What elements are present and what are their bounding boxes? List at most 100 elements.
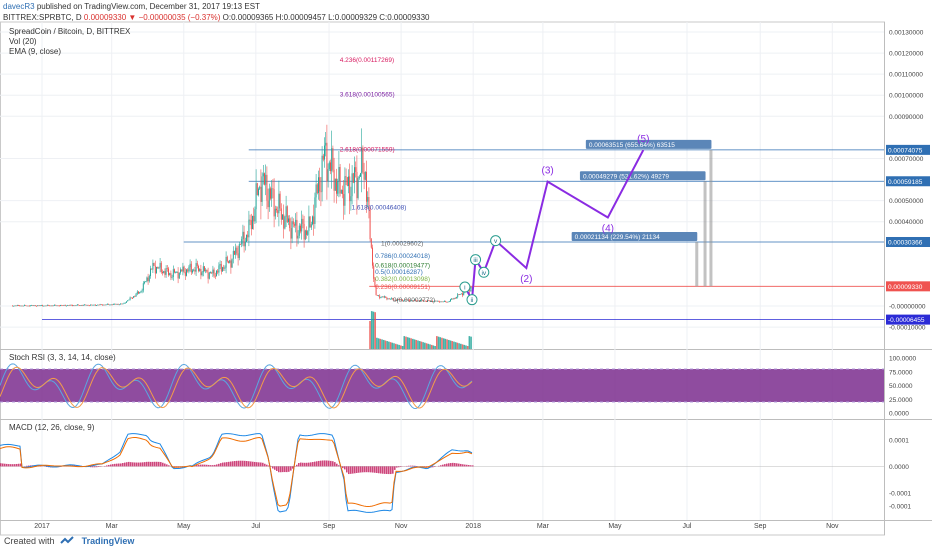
wave-label: (5) [637,134,649,145]
fib-level-label: 1.618(0.00046408) [352,204,407,211]
macd-histogram-bar [234,461,236,467]
main-legend-title[interactable]: SpreadCoin / Bitcoin, D, BITTREX [9,27,131,36]
macd-histogram-bar [46,466,48,467]
volume-bar [388,341,390,349]
candle-body [277,210,279,214]
candle-body [397,299,399,301]
volume-legend[interactable]: Vol (20) [9,37,37,46]
macd-histogram-bar [304,462,306,467]
price-tag [886,281,930,292]
candle-body [204,266,205,272]
candle-body [333,169,335,191]
ema-legend[interactable]: EMA (9, close) [9,47,62,56]
y-tick-label: 0.00070000 [889,156,924,163]
candle-body [387,298,389,300]
tradingview-link[interactable]: TradingView [81,536,135,546]
macd-histogram-bar [118,463,120,467]
candle-body [164,271,166,275]
macd-histogram-bar [208,464,210,467]
macd-legend[interactable]: MACD (12, 26, close, 9) [9,423,95,432]
wave-label: (3) [541,166,553,177]
macd-histogram-bar [126,462,128,467]
fib-level-label: 4.236(0.00117269) [340,57,394,64]
candle-body [309,216,311,228]
candle-body [122,303,124,305]
candle-body [174,269,175,273]
candle-body [91,304,93,306]
candle-body [195,263,197,272]
volume-bar [386,341,388,349]
candle-body [388,298,390,300]
macd-histogram-bar [456,463,458,467]
macd-histogram-bar [388,466,390,475]
candle-body [118,304,120,306]
candle-body [192,270,193,273]
candle-body [110,304,112,306]
macd-histogram-bar [292,466,294,469]
candle-body [434,300,436,302]
macd-histogram-bar [132,462,134,467]
candle-body [284,216,286,229]
candle-body [274,208,276,217]
candle-body [198,266,199,272]
candle-body [70,304,72,306]
fib-level-label: 0.236(0.00009151) [375,284,430,291]
author-name[interactable]: davecR3 [3,2,35,11]
candle-body [338,167,340,182]
volume-bar [425,343,428,349]
volume-bar [463,344,466,349]
x-tick-label: May [177,523,191,530]
candle-body [45,305,47,307]
candle-body [237,253,239,258]
candle-body [104,304,106,306]
candle-body [69,304,71,306]
candle-body [51,305,53,307]
candle-body [57,305,59,307]
candle-body [356,171,358,199]
macd-histogram-bar [348,466,350,475]
macd-histogram-bar [232,461,234,467]
candle-body [296,219,298,239]
candle-body [61,305,63,306]
macd-histogram-bar [458,463,460,467]
volume-bar [415,339,418,349]
candle-body [452,298,454,300]
y-tick-label: 0.00090000 [889,114,924,121]
candle-body [352,173,354,183]
macd-histogram-bar [290,466,292,471]
wave-label: (4) [602,223,614,234]
candle-body [315,184,317,198]
volume-bar [456,342,459,349]
candle-body [39,305,41,307]
price-tag [886,176,930,187]
candle-body [140,291,142,293]
macd-histogram-bar [396,466,398,468]
time-axis: 2017 Mar May Jul Sep Nov 2018 Mar May Jul Sep Nov [34,523,839,530]
volume-bar [393,343,395,349]
macd-histogram-bar [246,461,248,467]
stoch-rsi-pane [0,363,884,410]
fib-level-label: 2.618(0.00071559) [340,146,395,153]
macd-histogram-bar [106,465,108,467]
stoch-legend[interactable]: Stoch RSI (3, 3, 14, 14, close) [9,353,116,362]
candle-body [27,305,29,307]
macd-histogram-bar [362,466,364,473]
macd-histogram-bar [350,466,352,474]
macd-histogram-bar [366,466,368,473]
macd-histogram-bar [122,463,124,467]
macd-histogram-bar [354,466,356,474]
candle-body [21,305,23,307]
candle-body [109,304,111,306]
macd-histogram-bar [218,463,220,467]
candle-body [142,283,144,291]
volume-bar [434,346,436,349]
candle-body [334,178,336,191]
macd-histogram-bar [130,462,132,467]
candle-body [150,268,151,277]
volume-bar [454,342,457,349]
candle-body [319,177,321,192]
candle-body [81,305,83,306]
candle-body [255,183,257,210]
candle-body [453,297,455,300]
macd-histogram-bar [400,466,402,467]
